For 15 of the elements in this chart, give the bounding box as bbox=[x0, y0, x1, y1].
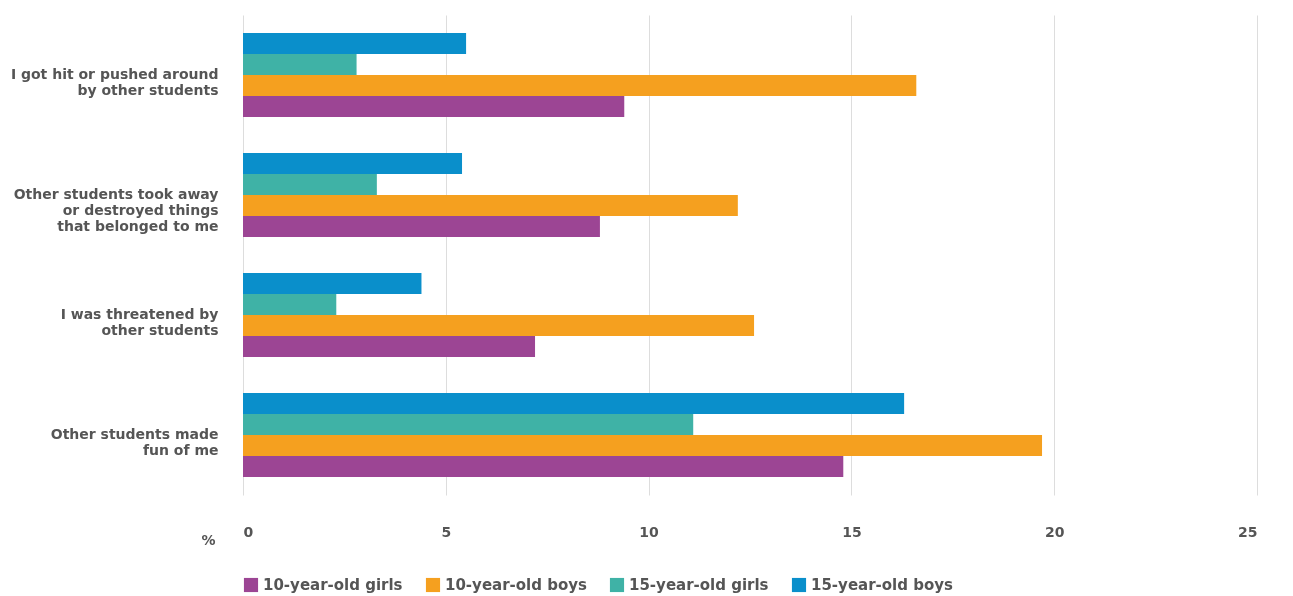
x-tick-label: 5 bbox=[441, 523, 452, 540]
y-tick-label: Other students took away or destroyed things that belonged to me bbox=[13, 186, 219, 234]
legend-label: 10-year-old girls bbox=[263, 576, 403, 594]
x-tick-label: 25 bbox=[1238, 523, 1258, 540]
legend-label: 10-year-old boys bbox=[445, 576, 588, 594]
x-tick-label: 15 bbox=[842, 523, 862, 540]
y-tick-label: Other students made fun of me bbox=[50, 426, 219, 458]
y-tick-label: I got hit or pushed around by other students bbox=[10, 66, 219, 98]
legend-label: 15-year-old girls bbox=[629, 576, 769, 594]
x-tick-label: 20 bbox=[1044, 523, 1065, 540]
x-tick-label: 0 bbox=[243, 523, 254, 540]
x-tick-label: 10 bbox=[639, 523, 660, 540]
x-axis-title: % bbox=[201, 531, 216, 548]
y-tick-label: I was threatened by other students bbox=[60, 306, 219, 338]
legend-label: 15-year-old boys bbox=[811, 576, 954, 594]
